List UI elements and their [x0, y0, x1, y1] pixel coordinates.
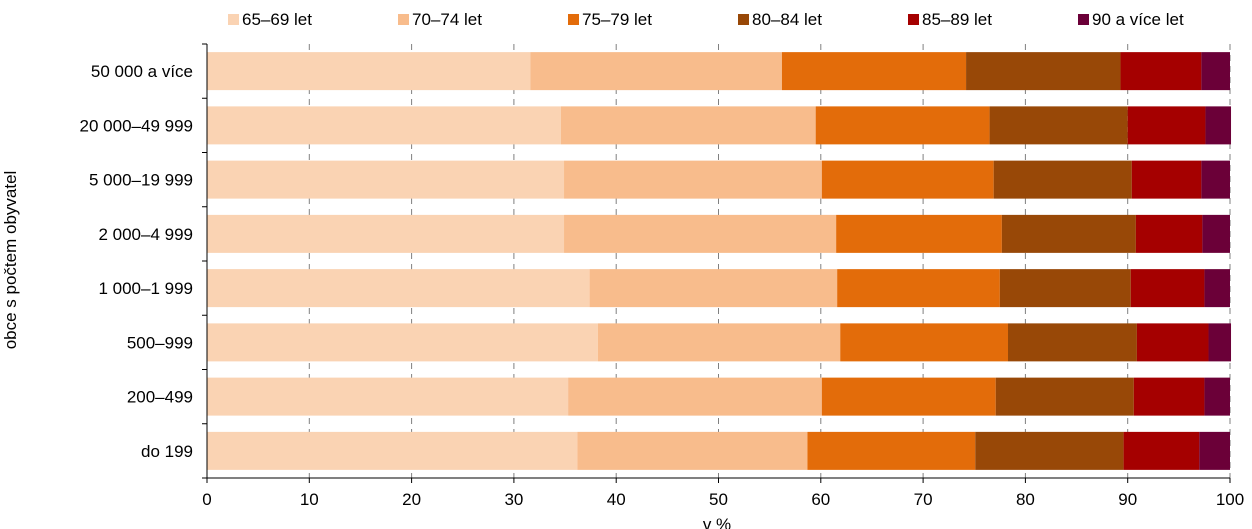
- bar-6-series-1: [207, 323, 598, 362]
- bar-4-series-4: [1001, 214, 1136, 253]
- bar-6-series-5: [1136, 323, 1209, 362]
- bar-8-series-6: [1199, 431, 1230, 470]
- bar-7-series-3: [821, 377, 996, 416]
- bar-2-series-6: [1205, 106, 1232, 145]
- x-tick-label: 80: [1016, 490, 1035, 509]
- category-label: 50 000 a více: [91, 62, 193, 81]
- bar-7-series-2: [568, 377, 822, 416]
- bar-4-series-2: [564, 214, 837, 253]
- bar-7-series-1: [207, 377, 569, 416]
- legend-swatch-1: [228, 14, 239, 25]
- axes: [202, 43, 1231, 483]
- legend-swatch-3: [568, 14, 579, 25]
- bar-5-series-4: [999, 269, 1131, 308]
- bar-2-series-5: [1127, 106, 1206, 145]
- bar-7-series-5: [1133, 377, 1205, 416]
- bar-7-series-6: [1204, 377, 1230, 416]
- x-tick-label: 70: [914, 490, 933, 509]
- y-axis-label: obce s počtem obyvatel: [1, 171, 20, 350]
- bar-4-series-5: [1135, 214, 1203, 253]
- bar-3-series-2: [564, 160, 822, 199]
- bar-6-series-4: [1008, 323, 1137, 362]
- category-label: 5 000–19 999: [89, 171, 193, 190]
- x-tick-label: 40: [607, 490, 626, 509]
- bar-3-series-4: [993, 160, 1132, 199]
- bar-2-series-1: [207, 106, 561, 145]
- bar-8-series-1: [207, 431, 578, 470]
- bar-1-series-2: [530, 52, 782, 91]
- legend-label-3: 75–79 let: [582, 10, 652, 29]
- bar-1-series-1: [207, 52, 531, 91]
- legend-label-2: 70–74 let: [412, 10, 482, 29]
- bar-1-series-4: [966, 52, 1121, 91]
- bar-5-series-6: [1204, 269, 1230, 308]
- x-tick-label: 100: [1216, 490, 1244, 509]
- bars: [207, 52, 1232, 470]
- bar-6-series-3: [840, 323, 1009, 362]
- legend: 65–69 let 70–74 let 75–79 let 80–84 let 85–8…: [228, 10, 1184, 29]
- bar-3-series-6: [1201, 160, 1230, 199]
- bar-5-series-2: [589, 269, 838, 308]
- x-tick-labels: 0 10 20 30 40 50 60 70 80 90 100: [202, 490, 1244, 509]
- legend-label-4: 80–84 let: [752, 10, 822, 29]
- legend-swatch-5: [908, 14, 919, 25]
- x-tick-label: 10: [300, 490, 319, 509]
- bar-8-series-4: [975, 431, 1124, 470]
- legend-swatch-6: [1078, 14, 1089, 25]
- y-category-labels: 50 000 a více 20 000–49 999 5 000–19 999 2 …: [80, 62, 193, 461]
- x-tick-label: 50: [709, 490, 728, 509]
- legend-label-6: 90 a více let: [1092, 10, 1184, 29]
- x-tick-label: 0: [202, 490, 211, 509]
- bar-3-series-3: [821, 160, 994, 199]
- bar-3-series-1: [207, 160, 565, 199]
- bar-7-series-4: [995, 377, 1134, 416]
- bar-2-series-2: [560, 106, 816, 145]
- x-axis-label: v %: [703, 515, 731, 529]
- category-label: 200–499: [127, 388, 193, 407]
- category-label: 500–999: [127, 333, 193, 352]
- legend-label-5: 85–89 let: [922, 10, 992, 29]
- bar-8-series-2: [577, 431, 808, 470]
- category-label: 20 000–49 999: [80, 116, 193, 135]
- bar-2-series-3: [815, 106, 990, 145]
- bar-6-series-2: [597, 323, 841, 362]
- bar-4-series-6: [1202, 214, 1230, 253]
- x-tick-label: 60: [811, 490, 830, 509]
- bar-5-series-5: [1130, 269, 1205, 308]
- bar-5-series-1: [207, 269, 590, 308]
- bar-4-series-1: [207, 214, 565, 253]
- category-label: 1 000–1 999: [98, 279, 193, 298]
- category-label: do 199: [141, 442, 193, 461]
- bar-5-series-3: [837, 269, 1000, 308]
- legend-swatch-2: [398, 14, 409, 25]
- x-tick-label: 30: [504, 490, 523, 509]
- legend-swatch-4: [738, 14, 749, 25]
- bar-2-series-4: [989, 106, 1128, 145]
- bar-4-series-3: [836, 214, 1002, 253]
- bar-8-series-5: [1123, 431, 1200, 470]
- bar-8-series-3: [807, 431, 976, 470]
- x-tick-label: 20: [402, 490, 421, 509]
- legend-label-1: 65–69 let: [242, 10, 312, 29]
- bar-1-series-3: [781, 52, 967, 91]
- category-label: 2 000–4 999: [98, 225, 193, 244]
- bar-1-series-6: [1201, 52, 1230, 91]
- bar-1-series-5: [1120, 52, 1202, 91]
- bar-3-series-5: [1131, 160, 1202, 199]
- bar-6-series-6: [1208, 323, 1232, 362]
- x-tick-label: 90: [1118, 490, 1137, 509]
